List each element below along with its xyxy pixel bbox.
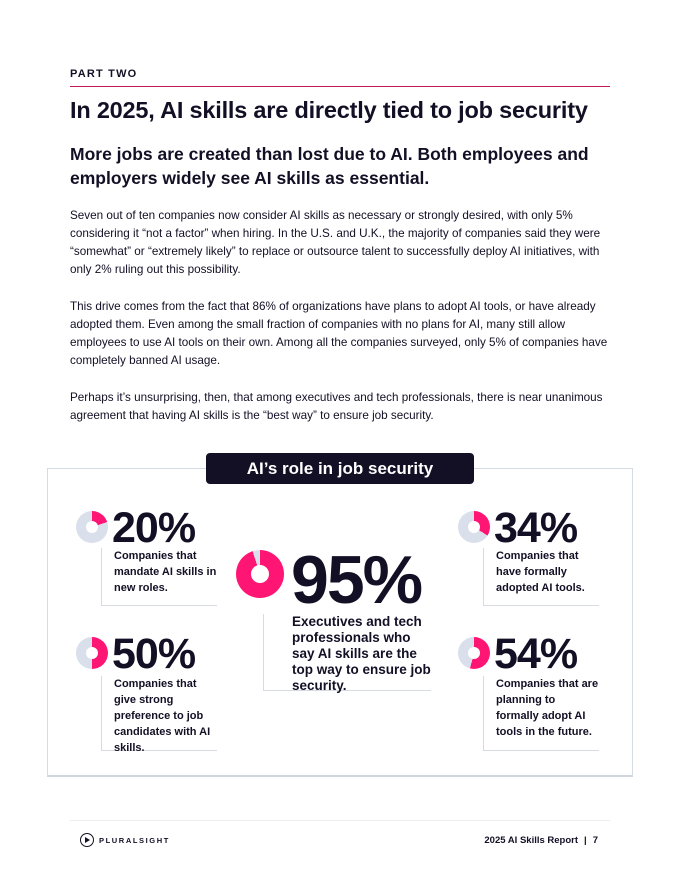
brand-logo: PLURALSIGHT [80,833,170,847]
stat-description: Companies that have formally adopted AI … [483,548,599,606]
stat-value: 34% [494,504,578,552]
donut-chart-icon [76,511,108,543]
part-label: PART TWO [70,68,138,80]
page-number: 7 [592,835,598,846]
pluralsight-play-icon [80,833,94,847]
donut-chart-icon [458,511,490,543]
stat-value: 54% [494,630,578,678]
donut-chart-icon [236,550,284,598]
stat-value: 95% [291,542,423,618]
stat-description: Companies that mandate AI skills in new … [101,548,217,606]
stat-description: Executives and tech professionals who sa… [263,614,431,693]
infographic-title: AI’s role in job security [206,453,474,484]
footer-divider [70,820,610,821]
brand-name: PLURALSIGHT [99,835,170,845]
stat-description: Companies that give strong preference to… [101,676,217,754]
donut-chart-icon [76,637,108,669]
donut-chart-icon [458,637,490,669]
page-subtitle: More jobs are created than lost due to A… [70,144,589,188]
report-name: 2025 AI Skills Report [484,835,579,846]
page-title: In 2025, AI skills are directly tied to … [70,97,588,123]
body-paragraph-1: Seven out of ten companies now consider … [70,209,601,276]
stat-value: 50% [112,630,196,678]
footer-separator: | [584,835,587,846]
part-divider [70,86,610,87]
stat-value: 20% [112,504,196,552]
stat-description: Companies that are planning to formally … [483,676,599,751]
infographic-panel [47,468,633,777]
footer-report-info: 2025 AI Skills Report | 7 [484,835,598,846]
body-paragraph-2: This drive comes from the fact that 86% … [70,300,608,367]
body-paragraph-3: Perhaps it’s unsurprising, then, that am… [70,391,603,422]
